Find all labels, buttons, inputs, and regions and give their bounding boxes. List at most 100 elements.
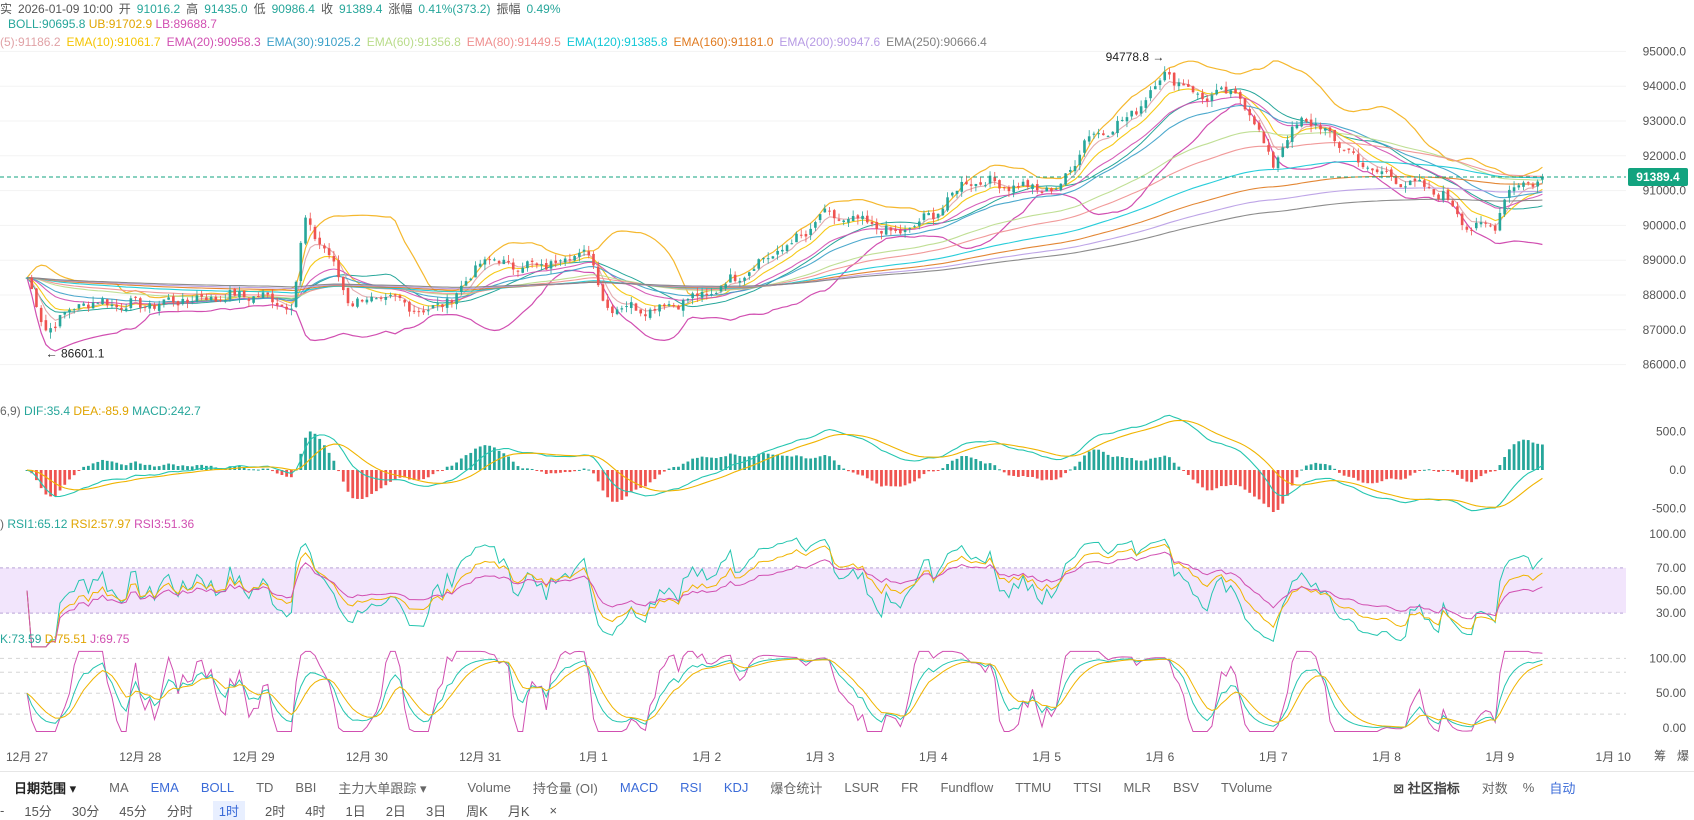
- candle-body: [1064, 173, 1067, 185]
- macd-histogram-bar: [511, 461, 515, 470]
- macd-histogram-bar: [35, 470, 38, 481]
- indicator-ttmu[interactable]: TTMU: [1015, 779, 1052, 795]
- indicator-boll[interactable]: BOLL: [200, 779, 235, 795]
- candle-body: [899, 229, 902, 234]
- indicator-rsi[interactable]: RSI: [680, 779, 702, 795]
- macd-histogram-bar: [327, 452, 331, 470]
- candle-body: [1451, 200, 1454, 207]
- candle-body: [1394, 176, 1398, 184]
- timeframe-week[interactable]: 周K: [466, 803, 488, 819]
- ema-legend-item: (5):91186.2: [0, 35, 61, 49]
- indicator-tvolume[interactable]: TVolume: [1220, 779, 1273, 795]
- indicator-fundflow[interactable]: Fundflow: [940, 779, 994, 795]
- candle-body: [993, 176, 997, 182]
- timeframe-1d[interactable]: 1日: [345, 803, 366, 819]
- indicator-lsur[interactable]: LSUR: [844, 779, 880, 795]
- timeframe-1h[interactable]: 1时: [212, 800, 245, 820]
- macd-histogram-bar: [526, 468, 529, 470]
- indicator-ttsi[interactable]: TTSI: [1073, 779, 1102, 795]
- macd-histogram-bar: [1342, 470, 1346, 476]
- timeframe-30m[interactable]: 30分: [71, 803, 100, 819]
- indicator-macd[interactable]: MACD: [619, 779, 659, 795]
- timeframe-4h[interactable]: 4时: [305, 803, 326, 819]
- timeframe-15m[interactable]: 15分: [24, 803, 52, 819]
- candle-body: [969, 184, 973, 186]
- candle-body: [139, 298, 142, 308]
- macd-histogram-bar: [323, 445, 326, 470]
- chip-label[interactable]: 筹: [1654, 749, 1667, 763]
- candle-body: [1290, 126, 1294, 142]
- macd-histogram-bar: [1243, 470, 1247, 490]
- candle-body: [299, 242, 303, 282]
- macd-histogram-bar: [318, 438, 322, 470]
- indicator-mlr[interactable]: MLR: [1123, 779, 1151, 795]
- macd-histogram-bar: [1007, 470, 1011, 476]
- indicator-main-tracker[interactable]: 主力大单跟踪 ▾: [338, 780, 427, 796]
- kdj-axis-tick: 100.00: [1649, 651, 1686, 665]
- timeframe-time[interactable]: 分时: [166, 803, 193, 819]
- candle-body: [544, 263, 548, 270]
- macd-histogram-bar: [1375, 470, 1379, 483]
- macd-histogram-bar: [554, 470, 558, 474]
- close-timeframe-icon[interactable]: ×: [549, 802, 558, 818]
- macd-histogram-bar: [596, 470, 600, 482]
- date-range-button[interactable]: 日期范围 ▾: [14, 780, 77, 796]
- macd-histogram-bar: [766, 453, 770, 470]
- macd-histogram-bar: [1460, 470, 1464, 479]
- indicator-bbi[interactable]: BBI: [295, 779, 317, 795]
- candle-body: [611, 306, 614, 314]
- log-scale-toggle[interactable]: 对数: [1481, 780, 1508, 796]
- macd-histogram-bar: [790, 456, 794, 470]
- macd-histogram-bar: [412, 470, 416, 481]
- auto-scale-toggle[interactable]: 自动: [1549, 780, 1576, 796]
- indicator-volume[interactable]: Volume: [467, 779, 511, 795]
- indicator-ma[interactable]: MA: [109, 779, 129, 795]
- rsi-axis-tick: 50.00: [1656, 583, 1686, 597]
- macd-histogram-bar: [1394, 470, 1398, 480]
- macd-histogram-bar: [228, 466, 232, 470]
- candle-body: [120, 307, 123, 310]
- community-indicators-button[interactable]: ⊠ 社区指标: [1393, 780, 1460, 796]
- candle-body: [922, 213, 926, 220]
- percent-toggle[interactable]: %: [1522, 779, 1535, 795]
- indicator-oi[interactable]: 持仓量 (OI): [532, 780, 598, 796]
- candle-body: [1191, 86, 1195, 93]
- macd-histogram-bar: [1427, 469, 1431, 471]
- candle-body: [91, 302, 95, 309]
- candle-body: [1441, 191, 1445, 201]
- candle-body: [870, 221, 874, 224]
- indicator-fr[interactable]: FR: [901, 779, 919, 795]
- macd-histogram-bar: [346, 470, 350, 492]
- candle-body: [1097, 133, 1100, 135]
- indicator-td[interactable]: TD: [256, 779, 274, 795]
- timeframe-45m[interactable]: 45分: [119, 803, 147, 819]
- macd-histogram-bar: [828, 456, 831, 470]
- macd-histogram-bar: [384, 470, 388, 486]
- macd-histogram-bar: [1456, 470, 1459, 475]
- macd-histogram-bar: [1531, 442, 1535, 470]
- candle-body: [738, 280, 742, 283]
- macd-histogram-bar: [549, 470, 553, 474]
- timeframe-2d[interactable]: 2日: [385, 803, 406, 819]
- macd-histogram-bar: [1083, 455, 1086, 470]
- macd-histogram-bar: [1205, 470, 1209, 491]
- candle-body: [214, 296, 218, 302]
- timeframe-2h[interactable]: 2时: [265, 803, 286, 819]
- candle-body: [578, 252, 581, 257]
- timeframe-month[interactable]: 月K: [507, 803, 530, 819]
- liquidation-label[interactable]: 爆: [1677, 749, 1690, 763]
- indicator-liq-stats[interactable]: 爆仓统计: [770, 780, 823, 796]
- macd-histogram-bar: [785, 455, 789, 470]
- indicator-ema[interactable]: EMA: [150, 779, 179, 795]
- indicator-bsv[interactable]: BSV: [1172, 779, 1199, 795]
- candle-body: [464, 281, 468, 286]
- candle-body: [1508, 189, 1511, 198]
- candle-body: [1021, 181, 1025, 186]
- macd-histogram-bar: [1437, 470, 1440, 472]
- timeframe-3d[interactable]: 3日: [425, 803, 447, 819]
- candle-body: [1474, 222, 1478, 229]
- candle-body: [1229, 90, 1233, 95]
- indicator-kdj[interactable]: KDJ: [723, 779, 749, 795]
- rsi-axis-tick: 100.00: [1649, 527, 1686, 541]
- candle-body: [1323, 128, 1327, 131]
